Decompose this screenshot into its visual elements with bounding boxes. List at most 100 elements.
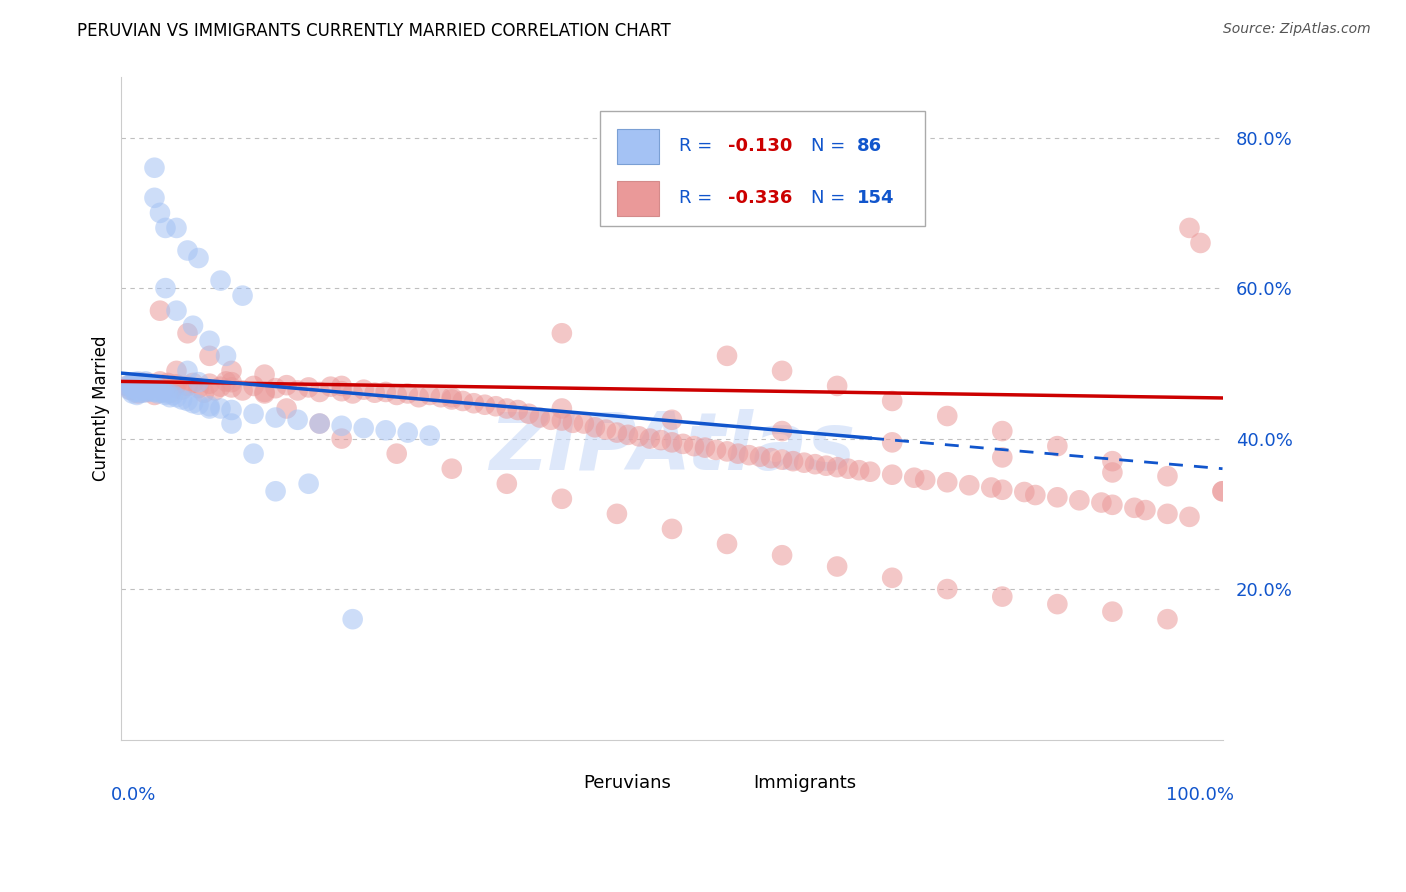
Point	[138, 382, 160, 396]
Point	[149, 206, 172, 220]
Point	[298, 380, 321, 394]
Point	[1178, 509, 1201, 524]
Point	[298, 476, 321, 491]
Point	[160, 385, 183, 400]
Point	[170, 383, 193, 397]
Point	[127, 378, 149, 392]
Text: 100.0%: 100.0%	[1166, 786, 1233, 804]
FancyBboxPatch shape	[617, 181, 659, 216]
Point	[132, 385, 155, 400]
Point	[319, 379, 342, 393]
Point	[342, 612, 364, 626]
Point	[914, 473, 936, 487]
Point	[176, 379, 198, 393]
Point	[495, 476, 517, 491]
Point	[825, 379, 848, 393]
Text: -0.130: -0.130	[728, 137, 793, 155]
Point	[127, 384, 149, 399]
Point	[122, 375, 145, 389]
Point	[118, 383, 141, 397]
Point	[115, 379, 138, 393]
Point	[1024, 488, 1046, 502]
Point	[176, 364, 198, 378]
Point	[221, 403, 243, 417]
Text: Source: ZipAtlas.com: Source: ZipAtlas.com	[1223, 22, 1371, 37]
Point	[253, 368, 276, 382]
Point	[661, 435, 683, 450]
Point	[209, 379, 232, 393]
Point	[115, 379, 138, 393]
Point	[187, 375, 209, 389]
Point	[716, 444, 738, 458]
Point	[429, 390, 451, 404]
Point	[353, 383, 375, 397]
Point	[991, 424, 1014, 438]
Point	[374, 423, 396, 437]
Point	[253, 386, 276, 401]
Point	[125, 377, 148, 392]
Point	[221, 375, 243, 389]
Point	[120, 383, 142, 397]
Point	[330, 418, 353, 433]
Point	[770, 452, 793, 467]
Text: Peruvians: Peruvians	[583, 773, 671, 791]
Point	[308, 417, 330, 431]
Point	[198, 349, 221, 363]
Point	[363, 385, 385, 400]
Point	[135, 375, 157, 389]
Point	[506, 403, 529, 417]
Point	[127, 386, 149, 401]
Point	[276, 378, 298, 392]
Text: 154: 154	[856, 189, 894, 208]
Point	[156, 386, 179, 401]
Point	[882, 467, 904, 482]
FancyBboxPatch shape	[534, 770, 572, 796]
Point	[125, 382, 148, 396]
Point	[287, 413, 309, 427]
Point	[1101, 498, 1123, 512]
Point	[759, 451, 782, 466]
Point	[770, 364, 793, 378]
Point	[242, 447, 264, 461]
Text: 0.0%: 0.0%	[111, 786, 156, 804]
Text: 86: 86	[856, 137, 882, 155]
Point	[232, 384, 254, 398]
Point	[308, 384, 330, 399]
Point	[166, 364, 188, 378]
Point	[374, 384, 396, 399]
Point	[882, 435, 904, 450]
Point	[221, 380, 243, 394]
Point	[837, 461, 859, 475]
Text: ZIPAtlas: ZIPAtlas	[489, 409, 855, 487]
Point	[583, 420, 606, 434]
Point	[627, 429, 650, 443]
Point	[385, 447, 408, 461]
Point	[120, 377, 142, 392]
Point	[551, 326, 574, 341]
Point	[782, 454, 804, 468]
Point	[683, 439, 706, 453]
Point	[661, 522, 683, 536]
Point	[141, 378, 163, 392]
Point	[825, 460, 848, 475]
Point	[1101, 454, 1123, 468]
Point	[770, 424, 793, 438]
Point	[419, 428, 441, 442]
Point	[551, 491, 574, 506]
Point	[152, 384, 174, 399]
Text: PERUVIAN VS IMMIGRANTS CURRENTLY MARRIED CORRELATION CHART: PERUVIAN VS IMMIGRANTS CURRENTLY MARRIED…	[77, 22, 671, 40]
Text: Immigrants: Immigrants	[754, 773, 856, 791]
Point	[1046, 439, 1069, 453]
Point	[134, 384, 156, 398]
Point	[209, 401, 232, 416]
Point	[672, 437, 695, 451]
Point	[135, 380, 157, 394]
Point	[135, 379, 157, 393]
Point	[936, 475, 959, 490]
Point	[132, 381, 155, 395]
Y-axis label: Currently Married: Currently Married	[93, 335, 110, 482]
Point	[330, 379, 353, 393]
Point	[1156, 507, 1178, 521]
Point	[936, 409, 959, 423]
Point	[385, 388, 408, 402]
